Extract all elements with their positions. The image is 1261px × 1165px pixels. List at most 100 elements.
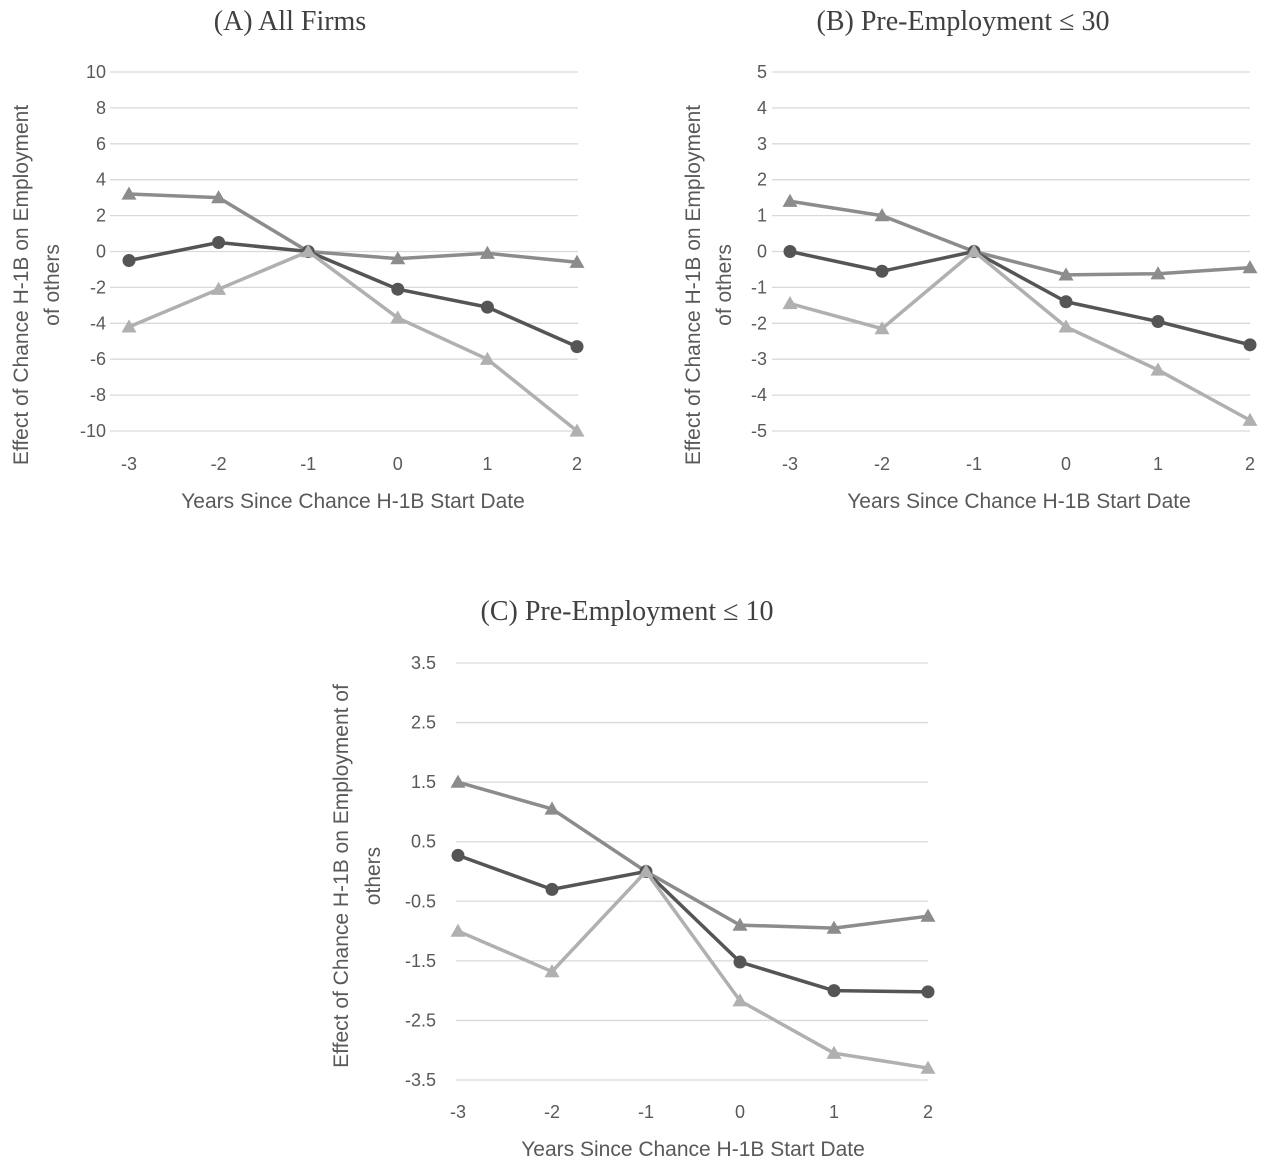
y-axis-label: Effect of Chance H-1B on Employment [682,105,705,465]
x-tick-label: -3 [450,1102,466,1122]
data-point [391,282,405,296]
y-tick-label: 2 [757,170,767,190]
data-point [1151,315,1165,329]
series-line [789,249,1251,422]
data-point [732,993,748,1007]
x-tick-label: -3 [782,454,798,474]
series-line [789,199,1251,277]
data-point [121,319,137,333]
x-axis-label: Years Since Chance H-1B Start Date [521,1138,865,1161]
x-tick-label: 1 [829,1102,839,1122]
x-axis-label: Years Since Chance H-1B Start Date [181,490,525,513]
data-point [300,244,316,258]
series-line [789,249,1251,347]
data-point [569,423,585,437]
data-point [826,1045,842,1059]
data-point [121,186,137,200]
chart-title: (A) All Firms [214,6,366,37]
y-tick-label: 1.5 [411,772,436,792]
y-tick-label: 4 [757,98,767,118]
data-point [544,801,560,815]
data-point [451,848,465,862]
data-point [1150,362,1166,376]
y-tick-label: 5 [757,62,767,82]
x-tick-label: -1 [638,1102,654,1122]
data-point [782,193,798,207]
data-point [638,864,654,878]
y-tick-label: -8 [90,385,106,405]
data-point [211,190,227,204]
series-line [457,853,929,994]
y-tick-label: 3 [757,134,767,154]
data-point [874,208,890,222]
series-line [128,249,579,433]
y-axis-label: others [362,847,385,905]
series-line [457,780,929,930]
data-point [570,340,584,354]
y-axis-label: of others [713,244,736,326]
data-point [211,281,227,295]
data-point [920,908,936,922]
y-tick-label: 1 [757,206,767,226]
data-point [1243,338,1257,352]
data-point [732,917,748,931]
x-tick-label: -1 [966,454,982,474]
y-tick-label: -10 [80,421,106,441]
data-point [920,1060,936,1074]
data-point [545,882,559,896]
y-tick-label: 4 [96,170,106,190]
y-tick-label: -2.5 [405,1010,436,1030]
y-axis-label: Effect of Chance H-1B on Employment [10,105,33,465]
y-tick-label: 0 [96,242,106,262]
data-point [921,985,935,999]
data-point [826,920,842,934]
x-tick-label: 2 [923,1102,933,1122]
data-point [390,310,406,324]
data-point [1242,260,1258,274]
data-point [875,264,889,278]
data-point [966,244,982,258]
data-point [480,300,494,314]
x-tick-label: 0 [735,1102,745,1122]
data-point [1242,412,1258,426]
y-tick-label: 8 [96,98,106,118]
data-point [827,984,841,998]
data-point [122,253,136,267]
y-tick-label: -0.5 [405,891,436,911]
chart-title: (B) Pre-Employment ≤ 30 [817,6,1110,37]
x-tick-label: -2 [874,454,890,474]
y-axis-label: Effect of Chance H-1B on Employment of [330,684,353,1068]
data-point [874,321,890,335]
y-tick-label: -2 [751,313,767,333]
y-axis-label: of others [41,244,64,326]
x-tick-label: -2 [211,454,227,474]
data-point [212,236,226,250]
chart-panel-3: (C) Pre-Employment ≤ 10 3.5 2.5 1.5 0.5 -0.5 -… [330,596,936,1161]
data-point [569,254,585,268]
data-point [479,351,495,365]
data-point [1059,295,1073,309]
data-point [782,296,798,310]
x-tick-label: 1 [1153,454,1163,474]
y-tick-label: -4 [90,313,106,333]
data-point [450,774,466,788]
data-point [1058,319,1074,333]
y-tick-label: -1.5 [405,951,436,971]
series-line [128,240,578,349]
y-tick-label: -2 [90,277,106,297]
y-tick-label: 2 [96,206,106,226]
y-tick-label: -6 [90,349,106,369]
data-point [1058,267,1074,281]
data-point [544,964,560,978]
y-tick-label: 0.5 [411,832,436,852]
series-line [457,869,929,1070]
data-point [479,245,495,259]
data-point [783,245,797,258]
data-point [733,955,747,969]
x-tick-label: 0 [1061,454,1071,474]
data-point [1150,266,1166,280]
y-tick-label: -5 [751,421,767,441]
y-tick-label: -3 [751,349,767,369]
y-tick-label: -4 [751,385,767,405]
